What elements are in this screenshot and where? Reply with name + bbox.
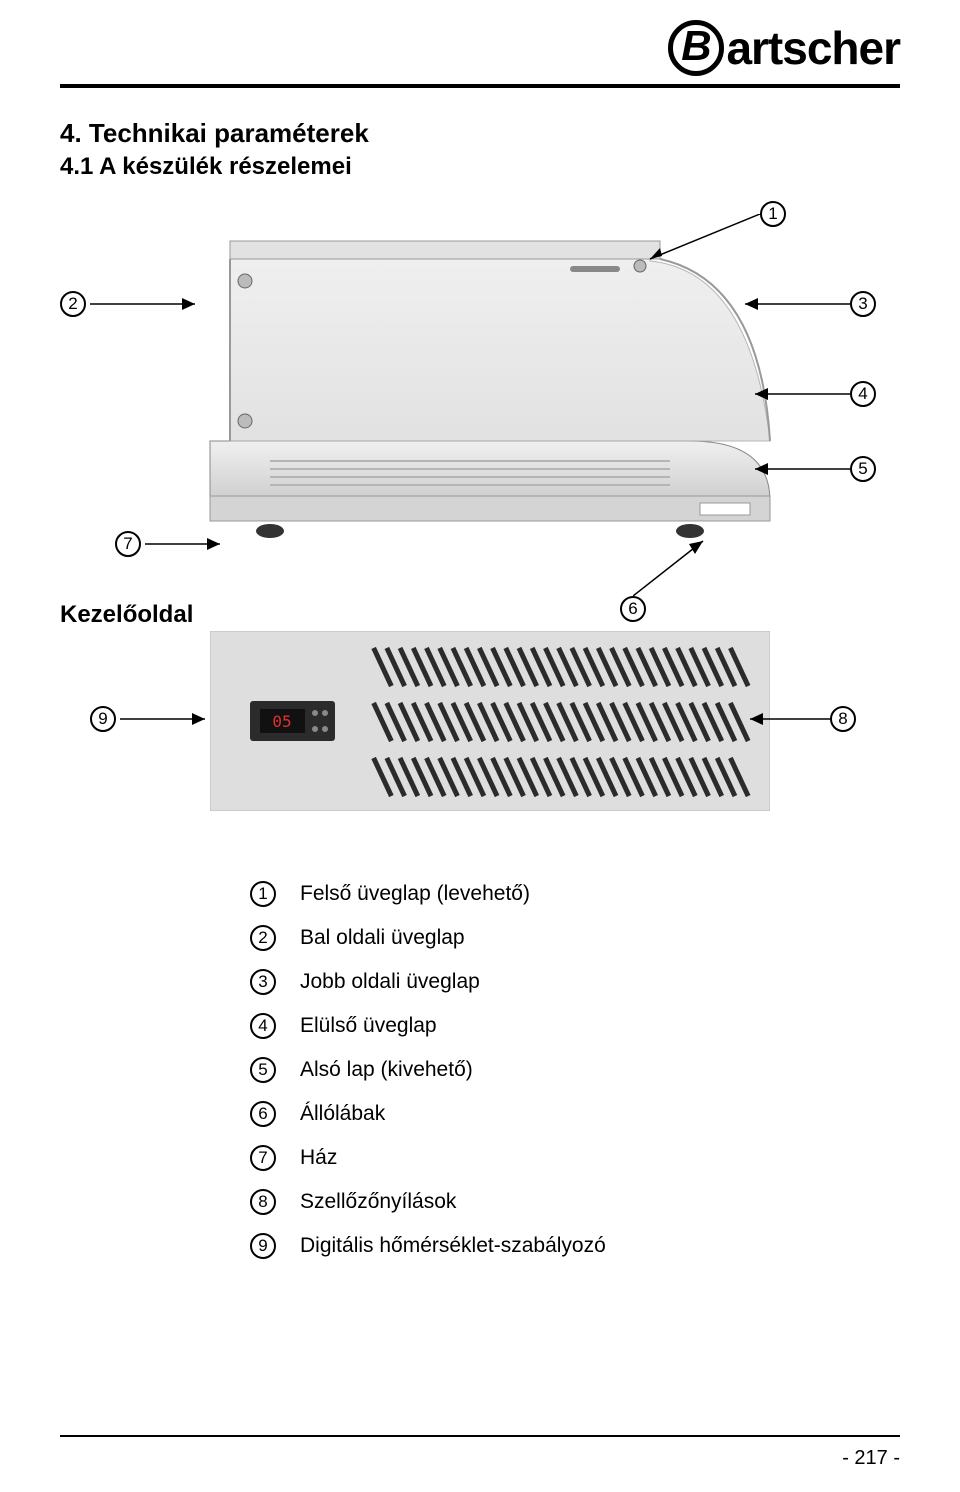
legend-num: 9 xyxy=(250,1233,276,1259)
callout-circle: 7 xyxy=(115,531,141,557)
logo-text: artscher xyxy=(726,21,900,75)
callout-8: 8 xyxy=(830,706,856,732)
arrow-8 xyxy=(740,709,830,729)
legend-num: 3 xyxy=(250,969,276,995)
legend-item: 7 Ház xyxy=(250,1145,900,1171)
callout-7: 7 xyxy=(115,531,235,557)
arrow-7 xyxy=(145,534,235,554)
callout-4: 4 xyxy=(850,381,876,407)
legend-text: Ház xyxy=(300,1146,337,1170)
callout-5: 5 xyxy=(850,456,876,482)
callout-circle: 6 xyxy=(620,596,646,622)
legend-item: 4 Elülső üveglap xyxy=(250,1013,900,1039)
brand-logo: B artscher xyxy=(60,20,900,84)
legend-text: Bal oldali üveglap xyxy=(300,926,465,950)
legend-item: 5 Alsó lap (kivehető) xyxy=(250,1057,900,1083)
legend-text: Alsó lap (kivehető) xyxy=(300,1058,473,1082)
section-title: 4. Technikai paraméterek xyxy=(60,118,900,149)
callout-circle: 2 xyxy=(60,291,86,317)
legend-list: 1 Felső üveglap (levehető) 2 Bal oldali … xyxy=(250,881,900,1259)
legend-text: Jobb oldali üveglap xyxy=(300,970,480,994)
callout-circle: 3 xyxy=(850,291,876,317)
arrow-1 xyxy=(640,214,760,274)
legend-item: 6 Állólábak xyxy=(250,1101,900,1127)
legend-item: 1 Felső üveglap (levehető) xyxy=(250,881,900,907)
legend-text: Elülső üveglap xyxy=(300,1014,437,1038)
callout-2: 2 xyxy=(60,291,210,317)
callout-9: 9 xyxy=(90,706,220,732)
figure-area: 1 2 3 4 5 7 xyxy=(60,201,900,841)
callout-circle: 9 xyxy=(90,706,116,732)
callout-circle: 1 xyxy=(760,201,786,227)
arrow-5 xyxy=(740,459,850,479)
legend-num: 6 xyxy=(250,1101,276,1127)
callout-circle: 4 xyxy=(850,381,876,407)
legend-item: 8 Szellőzőnyílások xyxy=(250,1189,900,1215)
rule-top xyxy=(60,84,900,88)
legend-num: 1 xyxy=(250,881,276,907)
rule-bottom xyxy=(60,1435,900,1437)
arrow-6 xyxy=(633,536,723,596)
legend-item: 2 Bal oldali üveglap xyxy=(250,925,900,951)
callout-1: 1 xyxy=(760,201,786,227)
callout-circle: 8 xyxy=(830,706,856,732)
legend-num: 8 xyxy=(250,1189,276,1215)
operator-side-label: Kezelőoldal xyxy=(60,601,193,629)
legend-num: 7 xyxy=(250,1145,276,1171)
arrow-4 xyxy=(740,384,850,404)
rear-panel-illustration: 05 xyxy=(210,631,770,811)
legend-item: 9 Digitális hőmérséklet-szabályozó xyxy=(250,1233,900,1259)
arrow-3 xyxy=(730,294,850,314)
logo-initial: B xyxy=(668,20,724,76)
arrow-9 xyxy=(120,709,220,729)
svg-text:05: 05 xyxy=(272,712,291,731)
legend-item: 3 Jobb oldali üveglap xyxy=(250,969,900,995)
legend-num: 4 xyxy=(250,1013,276,1039)
callout-circle: 5 xyxy=(850,456,876,482)
subsection-title: 4.1 A készülék részelemei xyxy=(60,153,900,181)
legend-text: Digitális hőmérséklet-szabályozó xyxy=(300,1234,606,1258)
legend-num: 5 xyxy=(250,1057,276,1083)
callout-6: 6 xyxy=(620,596,646,622)
callout-3: 3 xyxy=(850,291,876,317)
legend-text: Szellőzőnyílások xyxy=(300,1190,456,1214)
arrow-2 xyxy=(90,294,210,314)
legend-text: Felső üveglap (levehető) xyxy=(300,882,530,906)
legend-num: 2 xyxy=(250,925,276,951)
page-number: - 217 - xyxy=(842,1447,900,1470)
legend-text: Állólábak xyxy=(300,1102,385,1126)
